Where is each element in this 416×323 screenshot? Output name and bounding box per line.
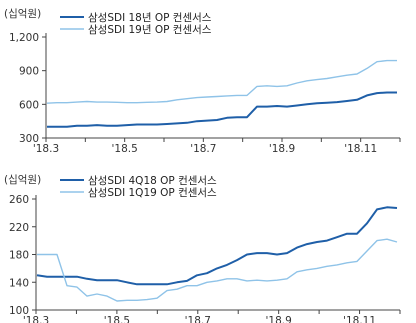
x-tick-label: '18.7 <box>190 143 216 155</box>
series-line-2 <box>37 238 398 302</box>
legend-label-2: 삼성SDI 1Q19 OP 컨센서스 <box>88 187 217 199</box>
x-tick-label: '18.5 <box>104 315 130 323</box>
y-tick-label: 220 <box>9 222 29 234</box>
y-tick-label: 180 <box>9 250 29 262</box>
y-tick-label: 600 <box>19 99 39 111</box>
x-tick-label: '18.5 <box>112 143 138 155</box>
y-tick-label: 900 <box>19 66 39 78</box>
x-tick-label: '18.7 <box>185 315 211 323</box>
x-tick-label: '18.11 <box>344 143 377 155</box>
x-tick-label: '18.3 <box>33 143 59 155</box>
series-line-2 <box>46 59 397 104</box>
unit-label: (십억원) <box>4 174 41 186</box>
y-tick-label: 140 <box>9 277 29 289</box>
x-tick-label: '18.3 <box>23 315 49 323</box>
y-tick-label: 100 <box>9 305 29 317</box>
y-tick-label: 260 <box>9 194 29 206</box>
x-tick-label: '18.9 <box>266 315 292 323</box>
y-tick-label: 1,200 <box>9 32 39 44</box>
series-line-1 <box>47 91 397 128</box>
legend-label-2: 삼성SDI 19년 OP 컨센서스 <box>88 24 212 36</box>
legend-label-1: 삼성SDI 18년 OP 컨센서스 <box>88 12 212 24</box>
unit-label: (십억원) <box>4 8 41 20</box>
legend-label-1: 삼성SDI 4Q18 OP 컨센서스 <box>88 175 217 187</box>
y-tick-label: 300 <box>19 133 39 145</box>
series-line-1 <box>36 206 398 286</box>
x-tick-label: '18.11 <box>343 315 376 323</box>
x-tick-label: '18.9 <box>269 143 295 155</box>
